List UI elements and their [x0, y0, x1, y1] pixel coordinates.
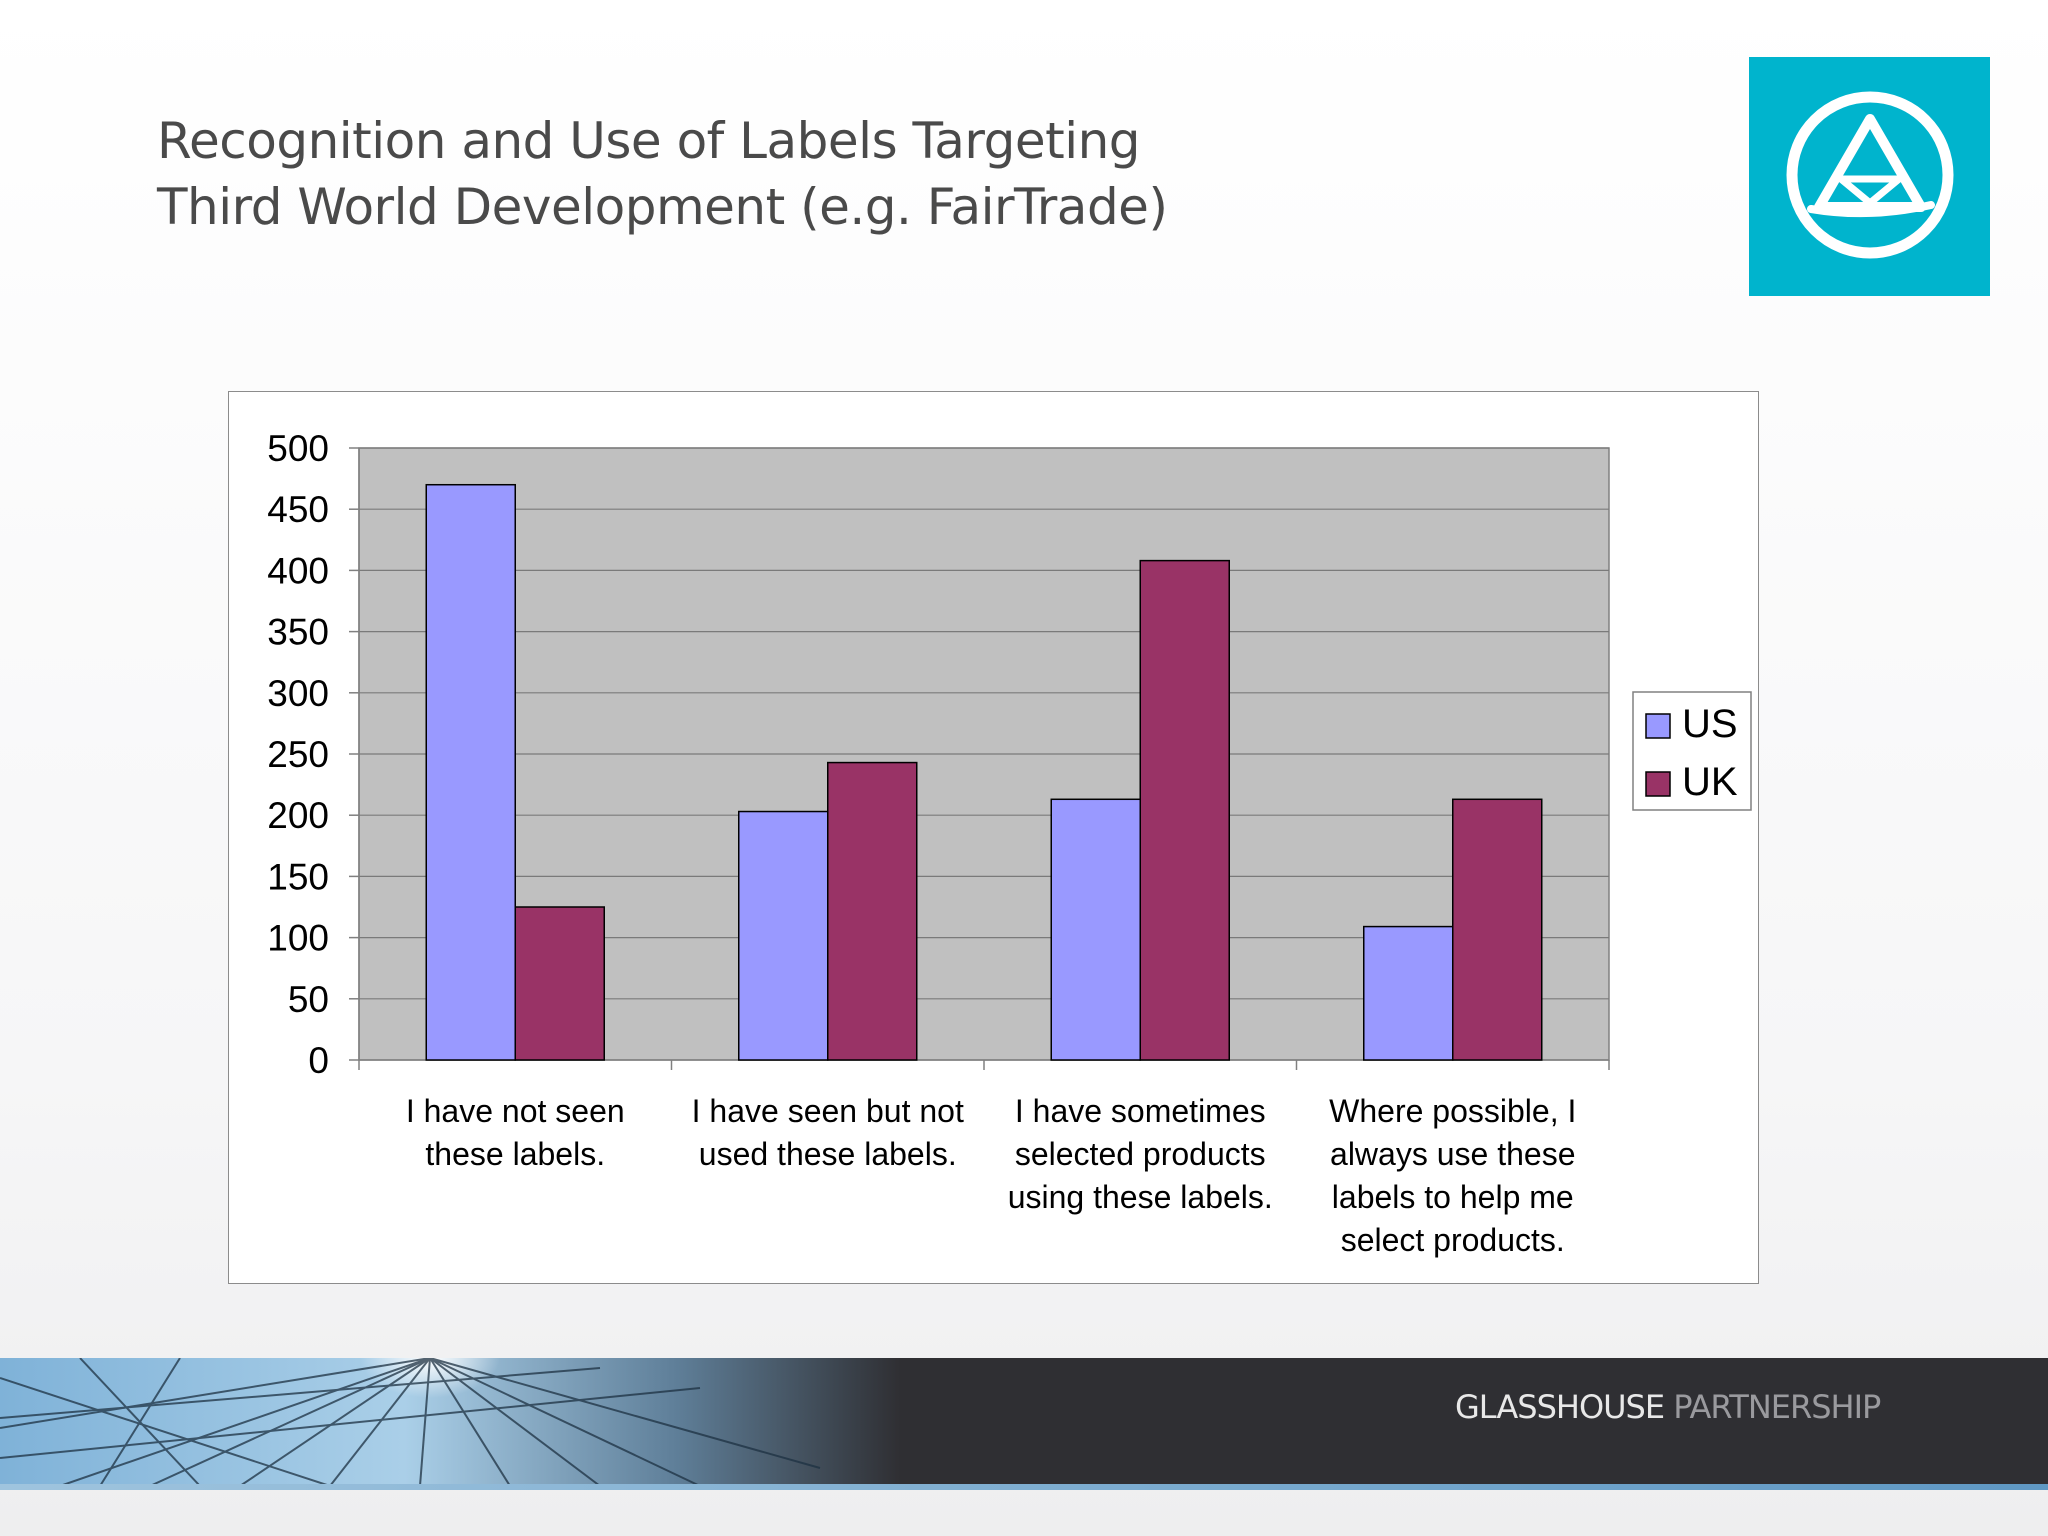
x-category-label: these labels.: [425, 1136, 605, 1172]
x-category-label: labels to help me: [1332, 1179, 1574, 1215]
x-category-label: I have seen but not: [692, 1093, 964, 1129]
bar-us: [425, 483, 516, 1061]
footer-accent-line: [0, 1484, 2048, 1490]
legend-swatch-uk: [1645, 771, 1671, 797]
y-tick-label: 350: [267, 612, 329, 653]
footer-brand: GLASSHOUSE PARTNERSHIP: [1455, 1388, 1881, 1426]
title-line-1: Recognition and Use of Labels Targeting: [157, 112, 1141, 170]
x-category-label: I have sometimes: [1015, 1093, 1266, 1129]
brand-primary: GLASSHOUSE: [1455, 1388, 1665, 1426]
legend-label-uk: UK: [1682, 760, 1738, 804]
footer-bar: GLASSHOUSE PARTNERSHIP: [0, 1358, 2048, 1486]
bar-uk: [514, 906, 605, 1061]
y-tick-label: 100: [267, 918, 329, 959]
bar-us: [738, 810, 829, 1061]
y-tick-label: 0: [308, 1040, 329, 1081]
bar-uk: [827, 761, 918, 1061]
y-tick-label: 200: [267, 795, 329, 836]
chart-frame: 0 50 100 150 200 250 300 350 400 450 500 I have not…: [228, 391, 1759, 1284]
y-tick-label: 400: [267, 550, 329, 591]
y-tick-label: 300: [267, 673, 329, 714]
x-category-label: always use these: [1330, 1136, 1575, 1172]
y-tick-label: 250: [267, 734, 329, 775]
bar-uk: [1139, 559, 1230, 1061]
glass-building-image: [0, 1358, 900, 1486]
x-category-label: Where possible, I: [1329, 1093, 1576, 1129]
bar-us: [1050, 798, 1141, 1061]
x-category-label: I have not seen: [406, 1093, 625, 1129]
bar-chart: 0 50 100 150 200 250 300 350 400 450 500 I have not…: [267, 428, 1752, 1258]
x-category-label: selected products: [1015, 1136, 1266, 1172]
legend-swatch-us: [1645, 713, 1671, 739]
title-line-2: Third World Development (e.g. FairTrade): [157, 178, 1168, 236]
x-category-label: used these labels.: [699, 1136, 957, 1172]
logo: [1749, 57, 1990, 296]
y-tick-label: 50: [288, 979, 329, 1020]
y-tick-label: 500: [267, 428, 329, 469]
bar-us: [1363, 925, 1454, 1061]
legend-label-us: US: [1682, 702, 1738, 746]
x-category-label: select products.: [1341, 1222, 1565, 1258]
triangle-in-circle-logo-icon: [1786, 91, 1954, 259]
slide-title: Recognition and Use of Labels Targeting …: [157, 108, 1257, 240]
y-tick-label: 450: [267, 489, 329, 530]
brand-secondary: PARTNERSHIP: [1664, 1388, 1881, 1426]
bar-uk: [1452, 798, 1543, 1061]
x-category-label: using these labels.: [1008, 1179, 1273, 1215]
y-tick-label: 150: [267, 856, 329, 897]
